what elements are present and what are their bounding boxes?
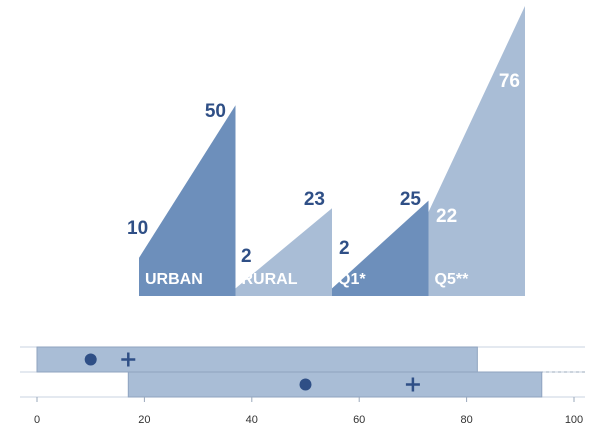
- range-bar: [36, 346, 478, 373]
- range-bar: [127, 371, 543, 398]
- x-tick-label: 60: [353, 414, 365, 426]
- x-tick-label: 100: [565, 414, 583, 426]
- end-value-label: 50: [205, 101, 226, 122]
- area-segment: [139, 105, 236, 296]
- area-segment: [235, 208, 332, 296]
- category-label: RURAL: [242, 271, 298, 288]
- x-tick-label: 20: [138, 414, 150, 426]
- category-label: URBAN: [145, 271, 203, 288]
- category-label: Q5**: [435, 271, 470, 288]
- top-chart: URBAN 10 50 RURAL 2 23 Q1* 2 25 Q5** 22 76: [127, 6, 525, 296]
- start-value-label: 22: [436, 206, 457, 227]
- end-value-label: 25: [400, 189, 422, 210]
- area-segment: [428, 6, 525, 296]
- end-value-label: 76: [499, 71, 520, 92]
- bottom-chart: 0 20 40 60 80 100: [20, 346, 585, 426]
- start-value-label: 10: [127, 218, 148, 239]
- area-segment: [332, 200, 429, 296]
- category-label: Q1*: [338, 271, 366, 288]
- x-tick-label: 40: [246, 414, 258, 426]
- x-tick-label: 80: [460, 414, 472, 426]
- end-value-label: 23: [304, 189, 325, 210]
- dot-marker: [299, 378, 312, 391]
- x-tick-label: 0: [34, 414, 40, 426]
- dot-marker: [84, 353, 97, 366]
- plus-marker: [405, 377, 420, 392]
- start-value-label: 2: [339, 238, 350, 259]
- plus-marker: [121, 352, 136, 367]
- start-value-label: 2: [241, 246, 252, 267]
